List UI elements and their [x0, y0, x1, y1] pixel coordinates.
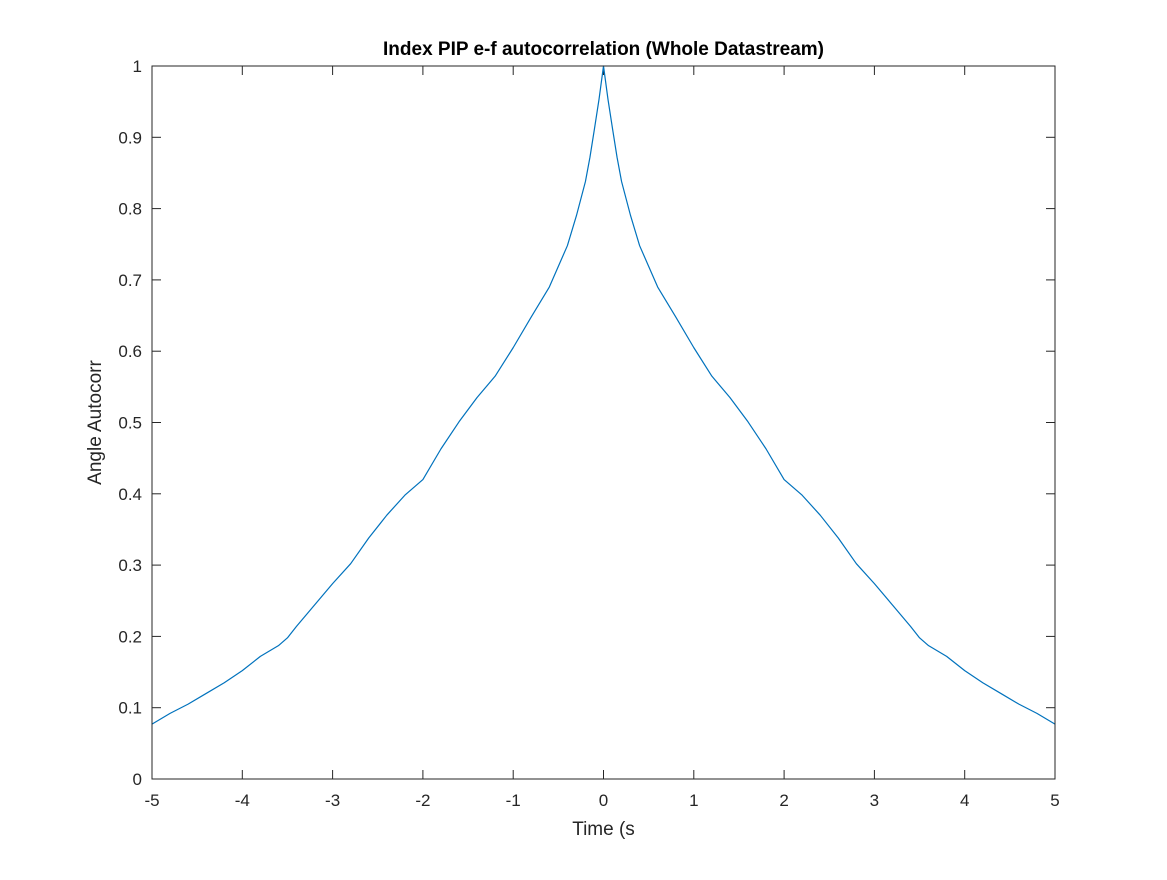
y-axis-title: Angle Autocorr [85, 360, 106, 485]
y-tick-label: 0.9 [118, 128, 142, 147]
y-tick-label: 0.4 [118, 485, 142, 504]
y-tick-label: 0.7 [118, 271, 142, 290]
x-tick-label: 0 [599, 791, 608, 810]
y-tick-label: 0.6 [118, 342, 142, 361]
y-tick-label: 0.5 [118, 414, 142, 433]
x-tick-label: -3 [325, 791, 340, 810]
chart-title: Index PIP e-f autocorrelation (Whole Dat… [383, 39, 824, 60]
y-tick-label: 0.3 [118, 556, 142, 575]
ticks-layer: -5 -4 -3 -2 -1 0 1 2 3 4 5 0 0.1 0.2 0.3 0.4 0.5 0.6 0.7 0.… [118, 57, 1059, 810]
x-tick-label: -2 [415, 791, 430, 810]
x-tick-label: 1 [689, 791, 698, 810]
x-axis-title: Time (s [572, 819, 635, 840]
x-tick-label: -5 [144, 791, 159, 810]
y-tick-label: 0.2 [118, 627, 142, 646]
x-tick-label: 5 [1050, 791, 1059, 810]
x-tick-label: 2 [779, 791, 788, 810]
x-tick-label: -4 [235, 791, 250, 810]
y-tick-label: 0 [133, 770, 142, 789]
plot-frame [151, 65, 1056, 780]
x-tick-label: -1 [506, 791, 521, 810]
x-tick-label: 3 [870, 791, 879, 810]
plot-background [152, 66, 1055, 779]
y-tick-label: 1 [133, 57, 142, 76]
y-tick-label: 0.1 [118, 699, 142, 718]
x-tick-label: 4 [960, 791, 969, 810]
y-tick-label: 0.8 [118, 200, 142, 219]
